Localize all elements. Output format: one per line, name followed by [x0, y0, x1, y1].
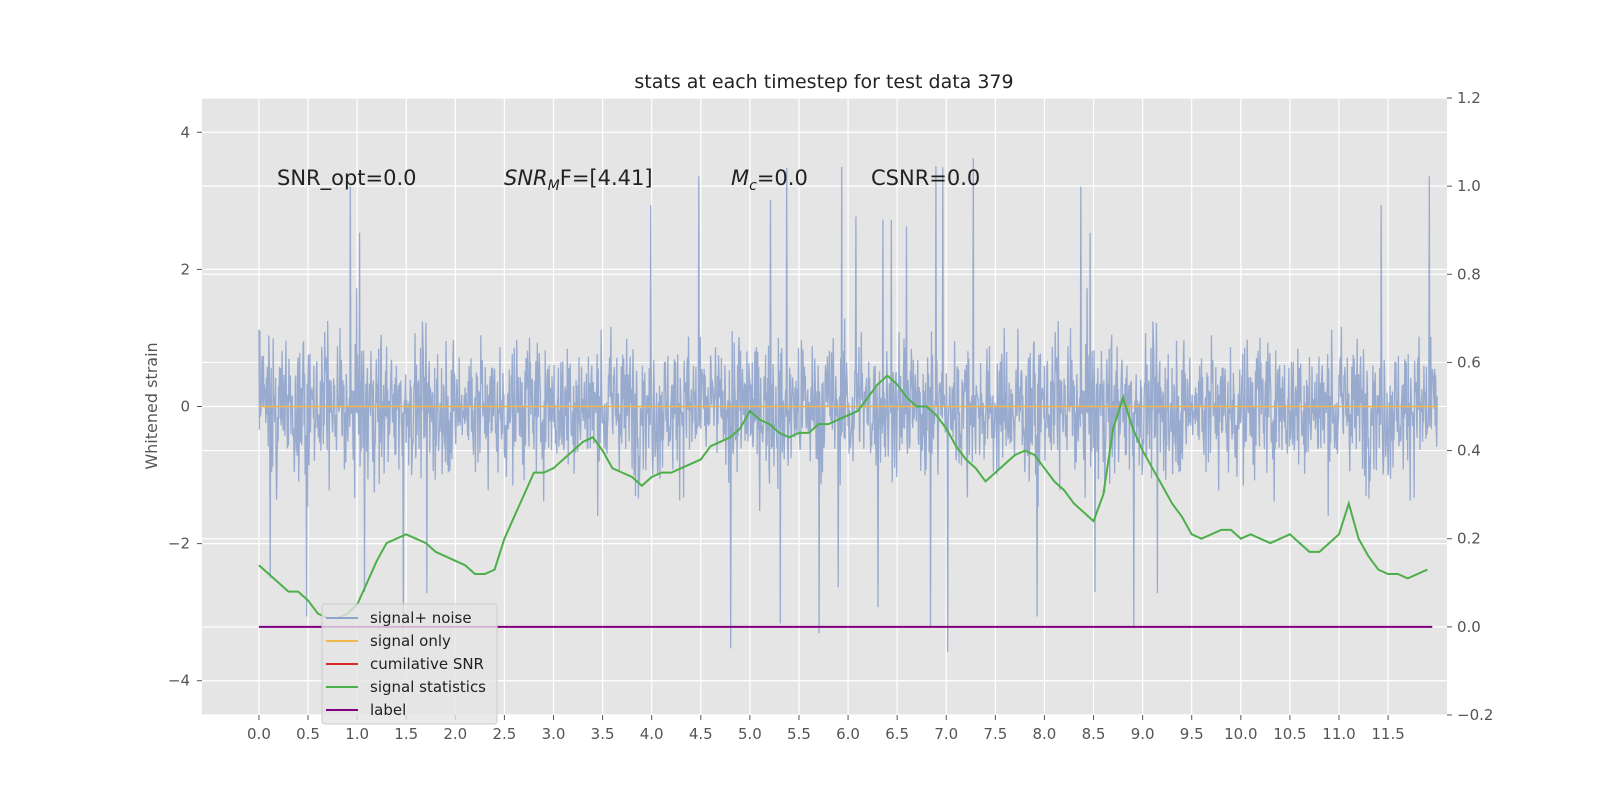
- y-right-tick-label: 0.6: [1457, 353, 1481, 371]
- y-left-tick-label: −2: [168, 535, 190, 553]
- x-tick-label: 6.5: [885, 725, 909, 743]
- legend-label: cumilative SNR: [370, 655, 484, 673]
- x-tick-label: 3.5: [591, 725, 615, 743]
- x-tick-label: 4.5: [689, 725, 713, 743]
- y-right-tick-label: 1.2: [1457, 89, 1481, 107]
- x-tick-label: 11.0: [1322, 725, 1355, 743]
- legend-label: signal+ noise: [370, 609, 472, 627]
- x-tick-label: 4.0: [640, 725, 664, 743]
- y-left-tick-label: 0: [180, 398, 190, 416]
- x-tick-label: 7.0: [934, 725, 958, 743]
- x-tick-label: 7.5: [983, 725, 1007, 743]
- series-signal-statistics-line: [258, 374, 1428, 619]
- y-right-tick-label: 1.0: [1457, 177, 1481, 195]
- annotation-snr-mf: SNRMF=[4.41]: [504, 166, 653, 194]
- y-left-tick-label: −4: [168, 672, 190, 690]
- annotation-snr-mf-base: SNR: [504, 166, 548, 190]
- x-tick-label: 3.0: [542, 725, 566, 743]
- annotation-snr-opt: SNR_opt=0.0: [277, 166, 417, 191]
- x-tick-label: 1.0: [345, 725, 369, 743]
- signal-noise-series: [258, 158, 1438, 652]
- axes: 0.0 0.5 1.0 1.5 2.0 2.5 3.0 3.5 4.0 4.5 5.0 5.5 6.0 6…: [168, 89, 1494, 743]
- y-left-tick-label: 4: [180, 123, 190, 141]
- annotation-mc: Mc=0.0: [731, 166, 808, 194]
- x-tick-label: 6.0: [836, 725, 860, 743]
- annotation-mc-base: M: [731, 166, 749, 190]
- legend-label: label: [370, 701, 406, 719]
- annotation-mc-rest: =0.0: [757, 166, 808, 190]
- chart-title: stats at each timestep for test data 379: [634, 71, 1013, 93]
- legend-label: signal statistics: [370, 678, 486, 696]
- x-tick-label: 11.5: [1371, 725, 1404, 743]
- x-tick-label: 0.5: [296, 725, 320, 743]
- legend: signal+ noise signal only cumilative SNR si…: [321, 603, 498, 725]
- y-axis-label: Whitened strain: [142, 342, 161, 469]
- legend-label: signal only: [370, 632, 451, 650]
- annotation-snr-mf-rest: F=[4.41]: [560, 166, 653, 190]
- legend-box: [321, 603, 498, 725]
- x-tick-label: 2.0: [443, 725, 467, 743]
- x-tick-label: 10.0: [1224, 725, 1257, 743]
- annotation-mc-sub: c: [749, 178, 757, 194]
- x-tick-label: 8.0: [1033, 725, 1057, 743]
- x-tick-label: 5.0: [738, 725, 762, 743]
- x-tick-label: 9.5: [1180, 725, 1204, 743]
- x-tick-label: 0.0: [247, 725, 271, 743]
- series-signal-plus-noise-line: [258, 158, 1438, 652]
- y-right-tick-label: 0.4: [1457, 442, 1481, 460]
- y-right-tick-label: 0.8: [1457, 265, 1481, 283]
- x-tick-label: 2.5: [492, 725, 516, 743]
- y-right-tick-label: −0.2: [1457, 706, 1493, 724]
- x-tick-label: 8.5: [1082, 725, 1106, 743]
- x-tick-label: 5.5: [787, 725, 811, 743]
- y-right-tick-label: 0.2: [1457, 530, 1481, 548]
- y-right-tick-label: 0.0: [1457, 618, 1481, 636]
- annotation-csnr: CSNR=0.0: [871, 166, 980, 190]
- x-tick-label: 9.0: [1131, 725, 1155, 743]
- y-left-tick-label: 2: [180, 260, 190, 278]
- annotation-snr-mf-sub: M: [548, 178, 560, 194]
- x-tick-label: 10.5: [1273, 725, 1306, 743]
- x-tick-label: 1.5: [394, 725, 418, 743]
